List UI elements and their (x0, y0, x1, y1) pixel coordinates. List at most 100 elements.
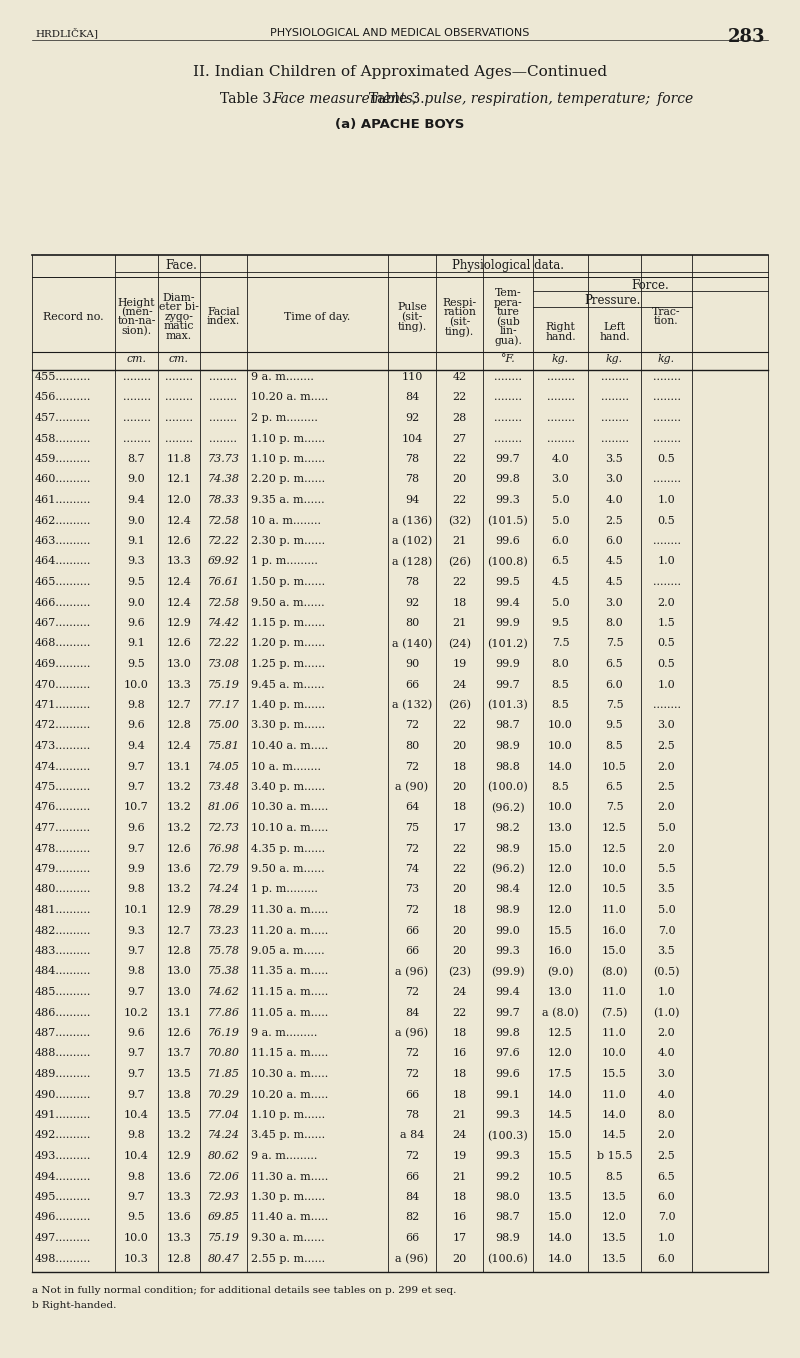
Text: 98.7: 98.7 (496, 1213, 520, 1222)
Text: 1.10 p. m......: 1.10 p. m...... (251, 1109, 325, 1120)
Text: 11.35 a. m.....: 11.35 a. m..... (251, 967, 328, 976)
Text: 8.0: 8.0 (606, 618, 623, 627)
Text: 82: 82 (405, 1213, 419, 1222)
Text: 12.6: 12.6 (166, 536, 191, 546)
Text: 467..........: 467.......... (35, 618, 91, 627)
Text: 72.79: 72.79 (207, 864, 239, 875)
Text: HRDLIČKA]: HRDLIČKA] (35, 29, 98, 39)
Text: hand.: hand. (545, 331, 576, 341)
Text: 72: 72 (405, 1152, 419, 1161)
Text: 80: 80 (405, 618, 419, 627)
Text: 3.5: 3.5 (606, 454, 623, 464)
Text: 80: 80 (405, 741, 419, 751)
Text: 479..........: 479.......... (35, 864, 91, 875)
Text: 72.93: 72.93 (207, 1192, 239, 1202)
Text: ........: ........ (653, 433, 681, 444)
Text: 488..........: 488.......... (35, 1048, 91, 1058)
Text: 491..........: 491.......... (35, 1109, 91, 1120)
Text: (0.5): (0.5) (654, 967, 680, 976)
Text: 99.7: 99.7 (496, 679, 520, 690)
Text: 477..........: 477.......... (35, 823, 91, 832)
Text: 9.6: 9.6 (128, 721, 146, 731)
Text: 15.5: 15.5 (548, 926, 573, 936)
Text: 14.5: 14.5 (602, 1130, 627, 1141)
Text: 12.0: 12.0 (548, 864, 573, 875)
Text: 99.6: 99.6 (495, 1069, 521, 1080)
Text: 110: 110 (402, 372, 422, 382)
Text: (26): (26) (448, 699, 471, 710)
Text: 456..........: 456.......... (35, 392, 91, 402)
Text: 14.0: 14.0 (548, 1089, 573, 1100)
Text: 72.22: 72.22 (207, 536, 239, 546)
Text: 497..........: 497.......... (35, 1233, 91, 1243)
Text: 4.0: 4.0 (658, 1048, 675, 1058)
Text: Trac-: Trac- (652, 307, 681, 316)
Text: ........: ........ (494, 392, 522, 402)
Text: 11.05 a. m.....: 11.05 a. m..... (251, 1008, 328, 1017)
Text: 99.4: 99.4 (495, 598, 521, 607)
Text: ........: ........ (122, 413, 150, 422)
Text: 9.0: 9.0 (128, 474, 146, 485)
Text: pera-: pera- (494, 297, 522, 307)
Text: 24: 24 (452, 1130, 466, 1141)
Text: 11.30 a. m.....: 11.30 a. m..... (251, 1172, 328, 1181)
Text: 20: 20 (452, 884, 466, 895)
Text: 13.8: 13.8 (166, 1089, 191, 1100)
Text: 6.0: 6.0 (552, 536, 570, 546)
Text: 493..........: 493.......... (35, 1152, 91, 1161)
Text: ........: ........ (653, 372, 681, 382)
Text: 10.0: 10.0 (124, 1233, 149, 1243)
Text: ........: ........ (601, 392, 629, 402)
Text: 78.29: 78.29 (207, 904, 239, 915)
Text: 2.0: 2.0 (658, 803, 675, 812)
Text: 6.0: 6.0 (658, 1253, 675, 1263)
Text: 11.30 a. m.....: 11.30 a. m..... (251, 904, 328, 915)
Text: 13.2: 13.2 (166, 823, 191, 832)
Text: 98.9: 98.9 (495, 741, 521, 751)
Text: 7.5: 7.5 (552, 638, 570, 649)
Text: 99.6: 99.6 (495, 536, 521, 546)
Text: 69.85: 69.85 (207, 1213, 239, 1222)
Text: 10.7: 10.7 (124, 803, 149, 812)
Text: 6.5: 6.5 (658, 1172, 675, 1181)
Text: 2.0: 2.0 (658, 1028, 675, 1038)
Text: 98.8: 98.8 (495, 762, 521, 771)
Text: 472..........: 472.......... (35, 721, 91, 731)
Text: 73.48: 73.48 (207, 782, 239, 792)
Text: a (96): a (96) (395, 1253, 429, 1264)
Text: ........: ........ (210, 413, 238, 422)
Text: (100.8): (100.8) (488, 557, 528, 566)
Text: 1.30 p. m......: 1.30 p. m...... (251, 1192, 325, 1202)
Text: 494..........: 494.......... (35, 1172, 91, 1181)
Text: 99.9: 99.9 (495, 659, 521, 669)
Text: 2.5: 2.5 (658, 741, 675, 751)
Text: b 15.5: b 15.5 (597, 1152, 632, 1161)
Text: 0.5: 0.5 (658, 638, 675, 649)
Text: 73.23: 73.23 (207, 926, 239, 936)
Text: 92: 92 (405, 598, 419, 607)
Text: 9.0: 9.0 (128, 598, 146, 607)
Text: 16.0: 16.0 (602, 926, 627, 936)
Text: 0.5: 0.5 (658, 454, 675, 464)
Text: 14.0: 14.0 (602, 1109, 627, 1120)
Text: 15.5: 15.5 (548, 1152, 573, 1161)
Text: 8.5: 8.5 (606, 1172, 623, 1181)
Text: 18: 18 (452, 1028, 466, 1038)
Text: II. Indian Children of Approximated Ages—Continued: II. Indian Children of Approximated Ages… (193, 65, 607, 79)
Text: kg.: kg. (606, 354, 623, 364)
Text: 99.1: 99.1 (495, 1089, 521, 1100)
Text: 4.0: 4.0 (658, 1089, 675, 1100)
Text: 10.1: 10.1 (124, 904, 149, 915)
Text: 20: 20 (452, 474, 466, 485)
Text: 22: 22 (452, 1008, 466, 1017)
Text: a Not in fully normal condition; for additional details see tables on p. 299 et : a Not in fully normal condition; for add… (32, 1286, 456, 1296)
Text: 10.20 a. m.....: 10.20 a. m..... (251, 392, 328, 402)
Text: 283: 283 (727, 29, 765, 46)
Text: 98.9: 98.9 (495, 843, 521, 853)
Text: 5.0: 5.0 (552, 516, 570, 526)
Text: 19: 19 (452, 659, 466, 669)
Text: 461..........: 461.......... (35, 496, 91, 505)
Text: 12.8: 12.8 (166, 947, 191, 956)
Text: 92: 92 (405, 413, 419, 422)
Text: 13.6: 13.6 (166, 1213, 191, 1222)
